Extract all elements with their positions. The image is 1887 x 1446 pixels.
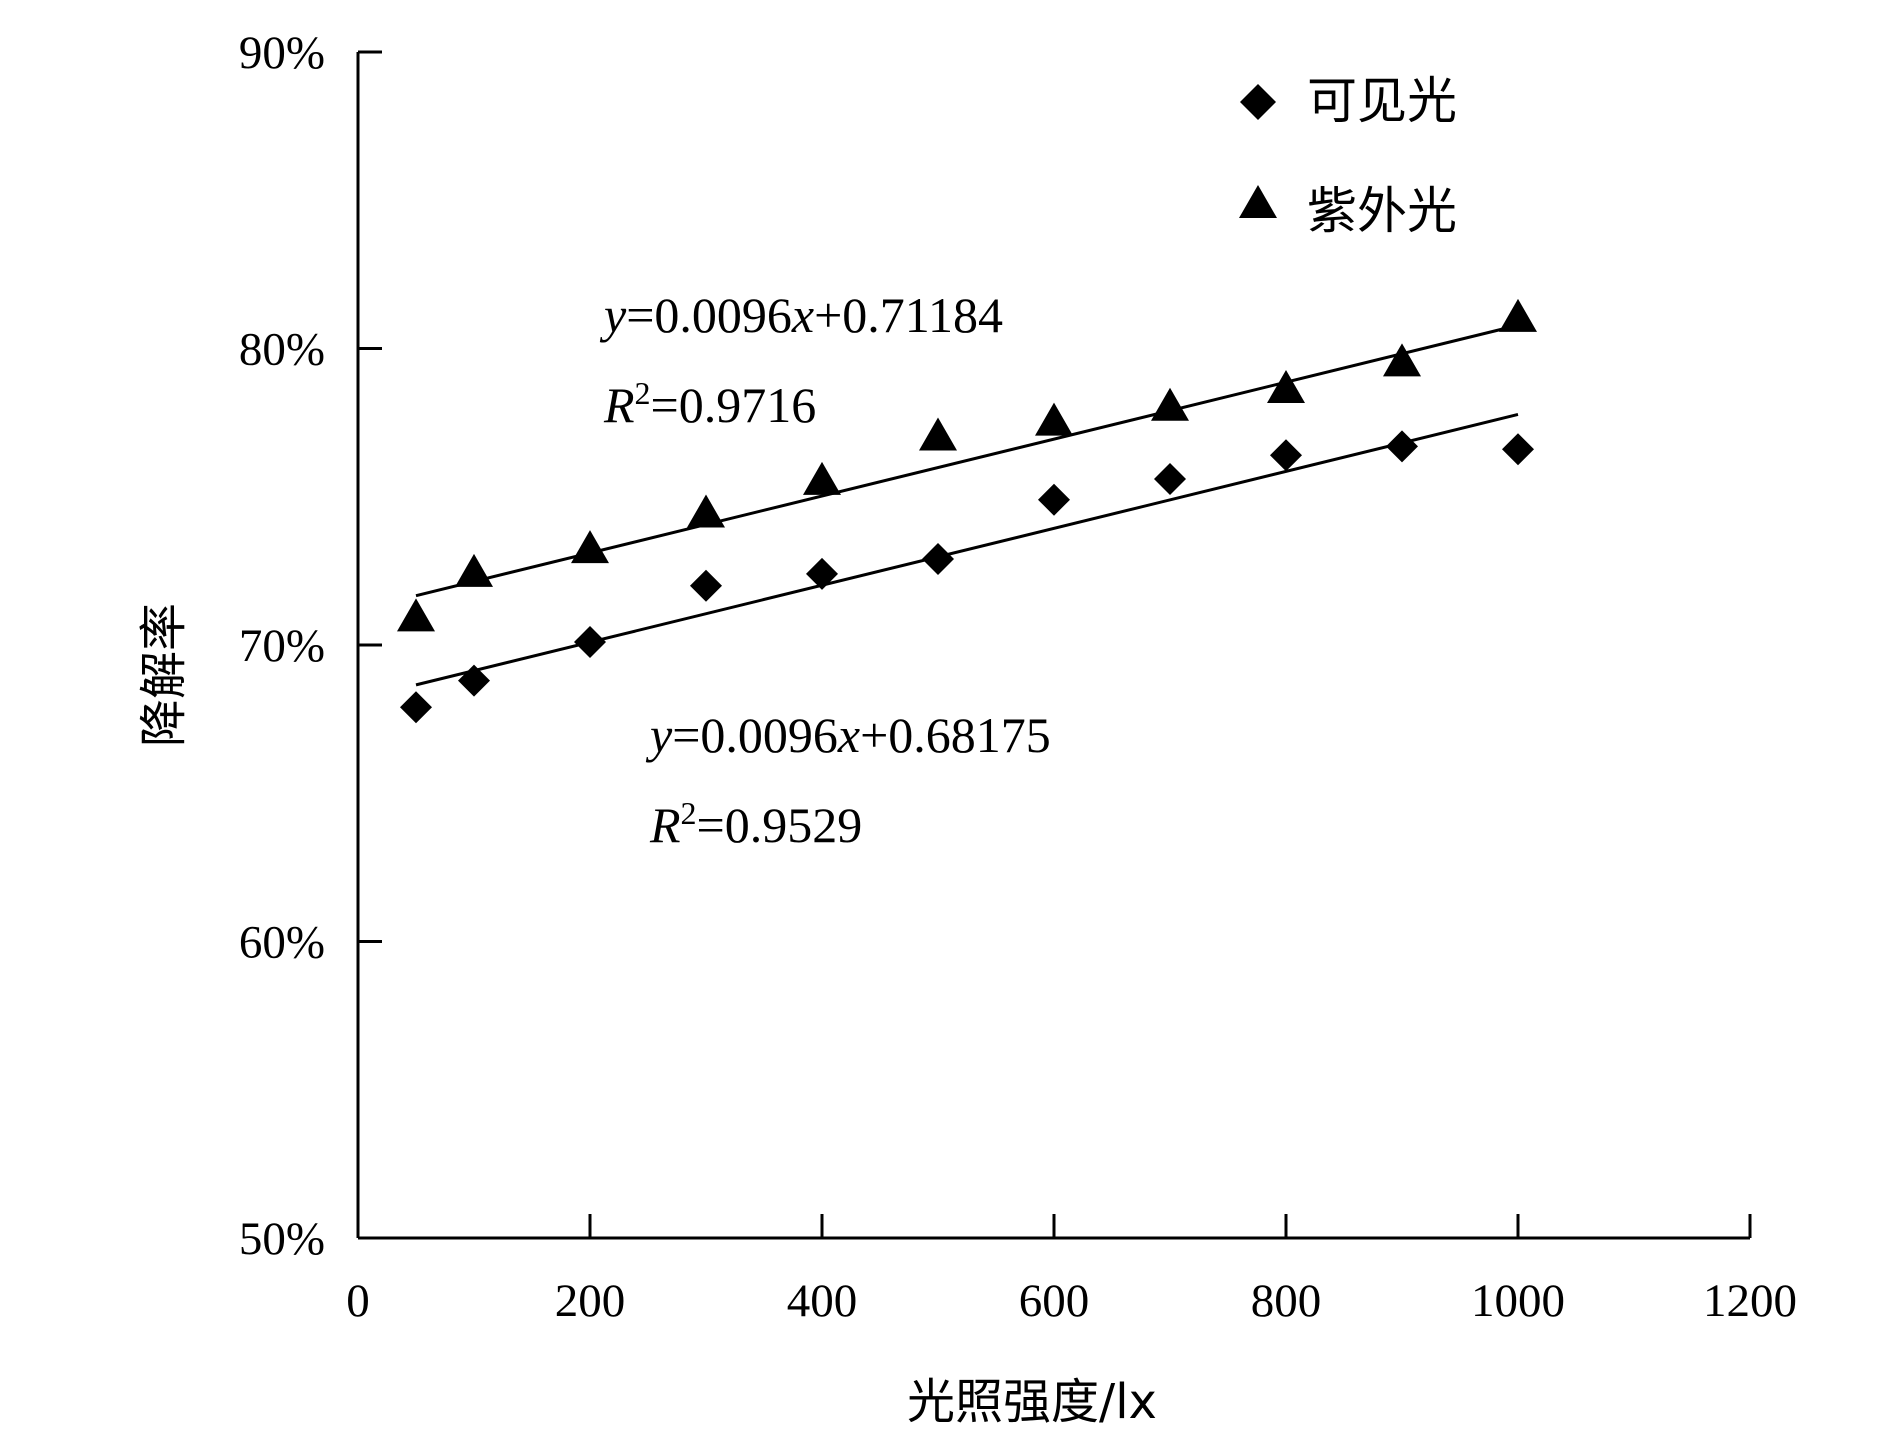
point-uv: [1383, 343, 1421, 377]
x-ticks: 0 200 400 600 800 1000 1200: [346, 1214, 1797, 1327]
point-visible: [690, 569, 722, 602]
vis-eq-y: y: [645, 707, 673, 763]
point-uv: [803, 461, 841, 495]
uv-r2: R2=0.9716: [603, 375, 816, 433]
legend-marker-triangle: [1239, 185, 1277, 218]
uv-equation: y=0.0096x+0.71184: [599, 287, 1003, 343]
point-uv: [1499, 298, 1537, 332]
legend-label-uv: 紫外光: [1307, 182, 1457, 240]
y-tick-label: 60%: [239, 917, 325, 969]
uv-r2-exp: 2: [635, 375, 651, 411]
point-visible: [1038, 483, 1070, 516]
y-tick-label: 80%: [239, 324, 325, 376]
point-uv: [571, 530, 609, 564]
y-tick-label: 90%: [239, 27, 325, 79]
markers: [397, 298, 1537, 724]
visible-equation: y=0.0096x+0.68175: [645, 707, 1051, 763]
point-visible: [400, 691, 432, 724]
vis-r2-R: R: [649, 797, 681, 853]
visible-equation-annotation: y=0.0096x+0.68175 R2=0.9529: [645, 707, 1051, 853]
x-tick-label: 800: [1251, 1275, 1322, 1327]
point-visible: [1154, 462, 1186, 495]
trendlines: [415, 323, 1519, 687]
y-tick-label: 70%: [239, 620, 325, 672]
x-tick-label: 1000: [1471, 1275, 1565, 1327]
uv-r2-value: =0.9716: [651, 377, 817, 433]
x-tick-label: 0: [346, 1275, 370, 1327]
y-ticks: 50% 60% 70% 80% 90%: [239, 27, 382, 1265]
point-uv: [919, 417, 957, 451]
vis-r2-value: =0.9529: [697, 797, 863, 853]
vis-eq-tail: +0.68175: [860, 707, 1051, 763]
point-visible: [1270, 439, 1302, 472]
point-uv: [1035, 402, 1073, 436]
point-uv: [397, 598, 435, 632]
uv-equation-annotation: y=0.0096x+0.71184 R2=0.9716: [599, 287, 1003, 433]
x-tick-label: 200: [555, 1275, 626, 1327]
point-visible: [458, 664, 490, 697]
legend-label-visible: 可见光: [1307, 72, 1457, 130]
visible-r2: R2=0.9529: [649, 795, 862, 853]
point-visible: [1386, 430, 1418, 463]
y-axis-title: 降解率: [136, 603, 192, 747]
point-visible: [806, 557, 838, 590]
y-tick-label: 50%: [239, 1213, 325, 1265]
vis-eq-x: x: [837, 707, 860, 763]
point-uv: [455, 553, 493, 587]
uv-eq-x: x: [791, 287, 814, 343]
legend-marker-diamond: [1240, 84, 1276, 120]
vis-r2-exp: 2: [681, 795, 697, 831]
uv-eq-rest: =0.0096: [626, 287, 792, 343]
point-visible: [922, 543, 954, 576]
x-axis-title: 光照强度/lx: [907, 1374, 1157, 1430]
point-uv: [1151, 387, 1189, 421]
point-uv: [687, 494, 725, 528]
point-visible: [574, 626, 606, 659]
point-visible: [1502, 433, 1534, 466]
x-tick-label: 600: [1019, 1275, 1090, 1327]
legend: 可见光 紫外光: [1239, 72, 1457, 240]
vis-eq-rest: =0.0096: [672, 707, 838, 763]
axes: 50% 60% 70% 80% 90% 0 200 400 600 800 1000 1200: [239, 27, 1797, 1327]
uv-eq-tail: +0.71184: [814, 287, 1003, 343]
uv-eq-y: y: [599, 287, 627, 343]
uv-r2-R: R: [603, 377, 635, 433]
point-uv: [1267, 370, 1305, 404]
x-tick-label: 1200: [1703, 1275, 1797, 1327]
x-tick-label: 400: [787, 1275, 858, 1327]
